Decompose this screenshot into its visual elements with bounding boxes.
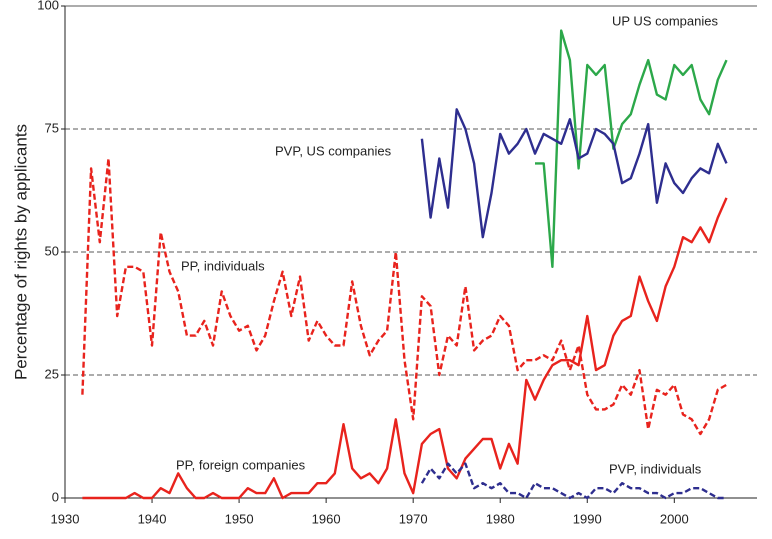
- series-label: PVP, individuals: [609, 461, 702, 476]
- y-tick-label: 75: [45, 120, 59, 135]
- line-series: [81, 157, 728, 436]
- y-tick-label: 0: [52, 489, 59, 504]
- y-tick-label: 100: [37, 0, 59, 12]
- line-series: [535, 29, 728, 268]
- x-tick-label: 1960: [312, 511, 341, 526]
- x-tick-label: 2000: [660, 511, 689, 526]
- y-axis-label: Percentage of rights by applicants: [11, 124, 30, 380]
- x-tick-label: 1950: [225, 511, 254, 526]
- x-tick-label: 1990: [573, 511, 602, 526]
- line-series: [420, 462, 727, 500]
- x-tick-label: 1980: [486, 511, 515, 526]
- y-tick-label: 50: [45, 243, 59, 258]
- x-tick-label: 1940: [138, 511, 167, 526]
- line-series: [82, 197, 728, 500]
- x-tick-label: 1970: [399, 511, 428, 526]
- x-tick-label: 1930: [51, 511, 80, 526]
- series-label: PP, individuals: [181, 258, 265, 273]
- series-label: UP US companies: [612, 13, 718, 28]
- line-series: [420, 108, 728, 239]
- series-label: PVP, US companies: [275, 143, 392, 158]
- series-label: PP, foreign companies: [176, 457, 306, 472]
- y-tick-label: 25: [45, 366, 59, 381]
